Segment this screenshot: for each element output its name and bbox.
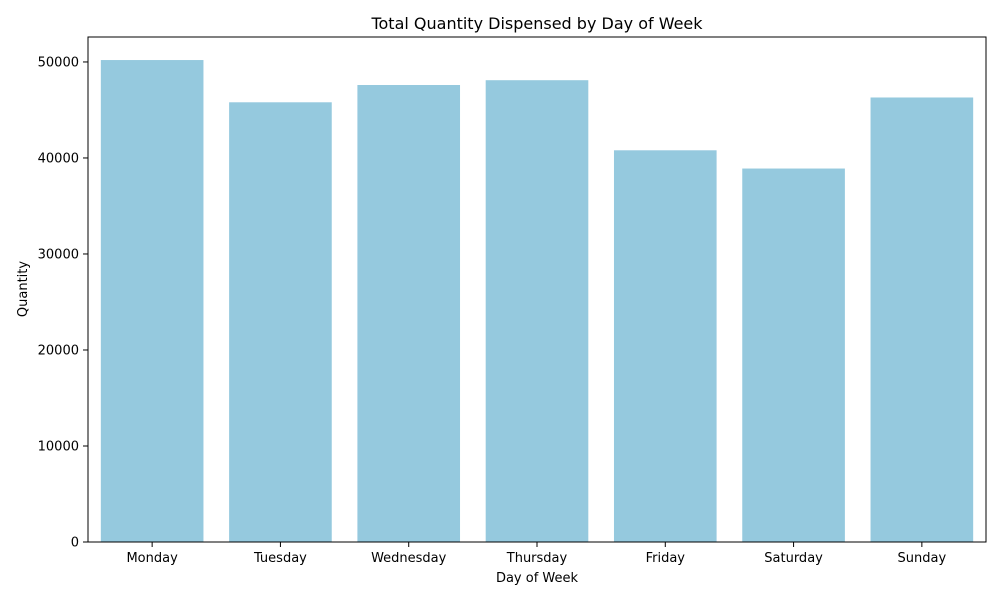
x-axis-ticks: Monday Tuesday Wednesday Thursday Friday Satu…	[126, 542, 946, 566]
x-tick-label: Saturday	[764, 551, 823, 566]
y-axis-ticks: 0 10000 20000 30000 40000 50000	[38, 55, 88, 551]
y-tick-label: 50000	[38, 55, 79, 70]
x-tick-label: Sunday	[898, 551, 947, 566]
x-tick-label: Wednesday	[371, 551, 447, 566]
bar-sunday	[870, 97, 974, 542]
y-tick-label: 30000	[38, 247, 79, 262]
bar-thursday	[485, 80, 589, 542]
x-tick-label: Thursday	[506, 551, 568, 566]
bar-tuesday	[229, 102, 332, 543]
y-axis-title: Quantity	[16, 261, 31, 317]
plot-frame	[87, 36, 987, 543]
bar-friday	[613, 150, 717, 542]
y-tick-label: 40000	[38, 151, 79, 166]
y-tick-label: 20000	[38, 343, 79, 358]
bar-wednesday	[357, 85, 461, 543]
x-tick-label: Tuesday	[253, 551, 307, 566]
x-tick-label: Friday	[646, 551, 686, 566]
bar-monday	[100, 60, 204, 543]
y-tick-label: 0	[71, 536, 79, 551]
bar-saturday	[742, 168, 845, 543]
y-tick-label: 10000	[38, 439, 79, 454]
x-axis-title: Day of Week	[496, 571, 579, 586]
chart-title: Total Quantity Dispensed by Day of Week	[370, 14, 703, 33]
bars-group	[100, 60, 974, 543]
x-tick-label: Monday	[126, 551, 178, 566]
